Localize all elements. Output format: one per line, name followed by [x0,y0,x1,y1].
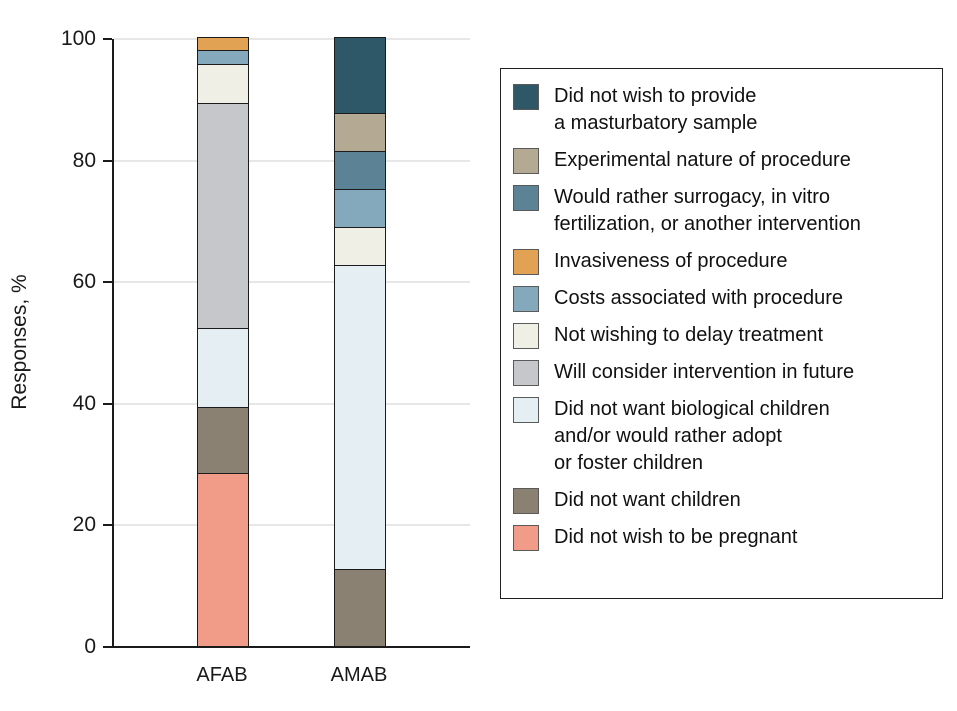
y-tick-mark-100 [103,38,112,40]
legend-item: Did not want biological children and/or w… [513,396,930,477]
bar-segment-amab [335,114,385,152]
plot-area: 0 20 40 60 80 100 AFAB AMAB [61,27,470,686]
legend-label: Experimental nature of procedure [554,149,851,171]
legend-item: Did not want children [513,487,930,514]
bar-segment-afab [198,328,248,408]
y-axis-title: Responses, % [8,274,31,410]
y-axis-line [112,39,114,647]
legend-label: Will consider intervention in future [554,361,855,383]
y-tick-label-0: 0 [84,635,96,658]
gridline-100 [114,38,470,40]
y-tick-label-20: 20 [72,513,96,537]
legend-swatch [513,360,539,386]
bar-segment-amab [335,228,385,266]
gridline-40 [114,402,470,405]
legend-item: Invasiveness of procedure [513,248,930,275]
legend-swatch [513,148,539,174]
gridline-20 [114,524,470,527]
legend-item: Experimental nature of procedure [513,147,930,174]
bar-amab [334,37,386,647]
bar-segment-amab [335,38,385,114]
x-axis-line [111,646,470,648]
legend-item: Did not wish to provide a masturbatory sa… [513,83,930,137]
y-tick-mark-20 [103,524,112,527]
legend-label: Invasiveness of procedure [554,250,788,272]
legend-label: Did not wish to be pregnant [554,526,798,548]
bar-segment-amab [335,570,385,646]
bar-segment-amab [335,266,385,570]
legend-swatch [513,249,539,275]
y-tick-label-100: 100 [60,27,96,50]
y-tick-label-40: 40 [72,391,96,415]
bar-segment-afab [198,407,248,474]
legend-swatch [513,286,539,312]
legend-swatch [513,525,539,551]
legend-label: Costs associated with procedure [554,287,844,309]
bar-segment-afab [198,473,248,646]
x-category-label-afab: AFAB [196,664,248,686]
bar-segment-afab [198,51,248,65]
legend-label: Would rather surrogacy, in vitro fertiliz… [554,186,861,235]
legend-item: Would rather surrogacy, in vitro fertiliz… [513,184,930,238]
legend-item: Will consider intervention in future [513,359,930,386]
x-category-label-amab: AMAB [330,664,388,686]
legend-item: Did not wish to be pregnant [513,524,930,551]
legend: Did not wish to provide a masturbatory sa… [500,68,943,599]
gridline-60 [114,281,470,284]
y-tick-label-80: 80 [72,148,96,172]
legend-swatch [513,488,539,514]
legend-label: Did not want children [554,489,741,511]
y-tick-mark-0 [103,646,112,648]
bar-segment-afab [198,104,248,329]
legend-item: Not wishing to delay treatment [513,322,930,349]
y-tick-mark-60 [103,281,112,284]
bar-afab [197,37,249,647]
bar-segment-afab [198,64,248,105]
y-tick-mark-80 [103,159,112,162]
legend-swatch [513,84,539,110]
legend-item: Costs associated with procedure [513,285,930,312]
legend-items: Did not wish to provide a masturbatory sa… [513,83,930,551]
y-tick-mark-40 [103,402,112,405]
bar-segment-amab [335,190,385,228]
legend-label: Did not wish to provide a masturbatory sa… [554,85,758,134]
legend-swatch [513,185,539,211]
gridline-80 [114,159,470,162]
bar-segment-afab [198,38,248,52]
legend-label: Did not want biological children and/or w… [554,398,830,474]
bar-segment-amab [335,152,385,190]
y-tick-label-60: 60 [72,270,96,294]
legend-swatch [513,397,539,423]
legend-swatch [513,323,539,349]
legend-label: Not wishing to delay treatment [554,324,824,346]
